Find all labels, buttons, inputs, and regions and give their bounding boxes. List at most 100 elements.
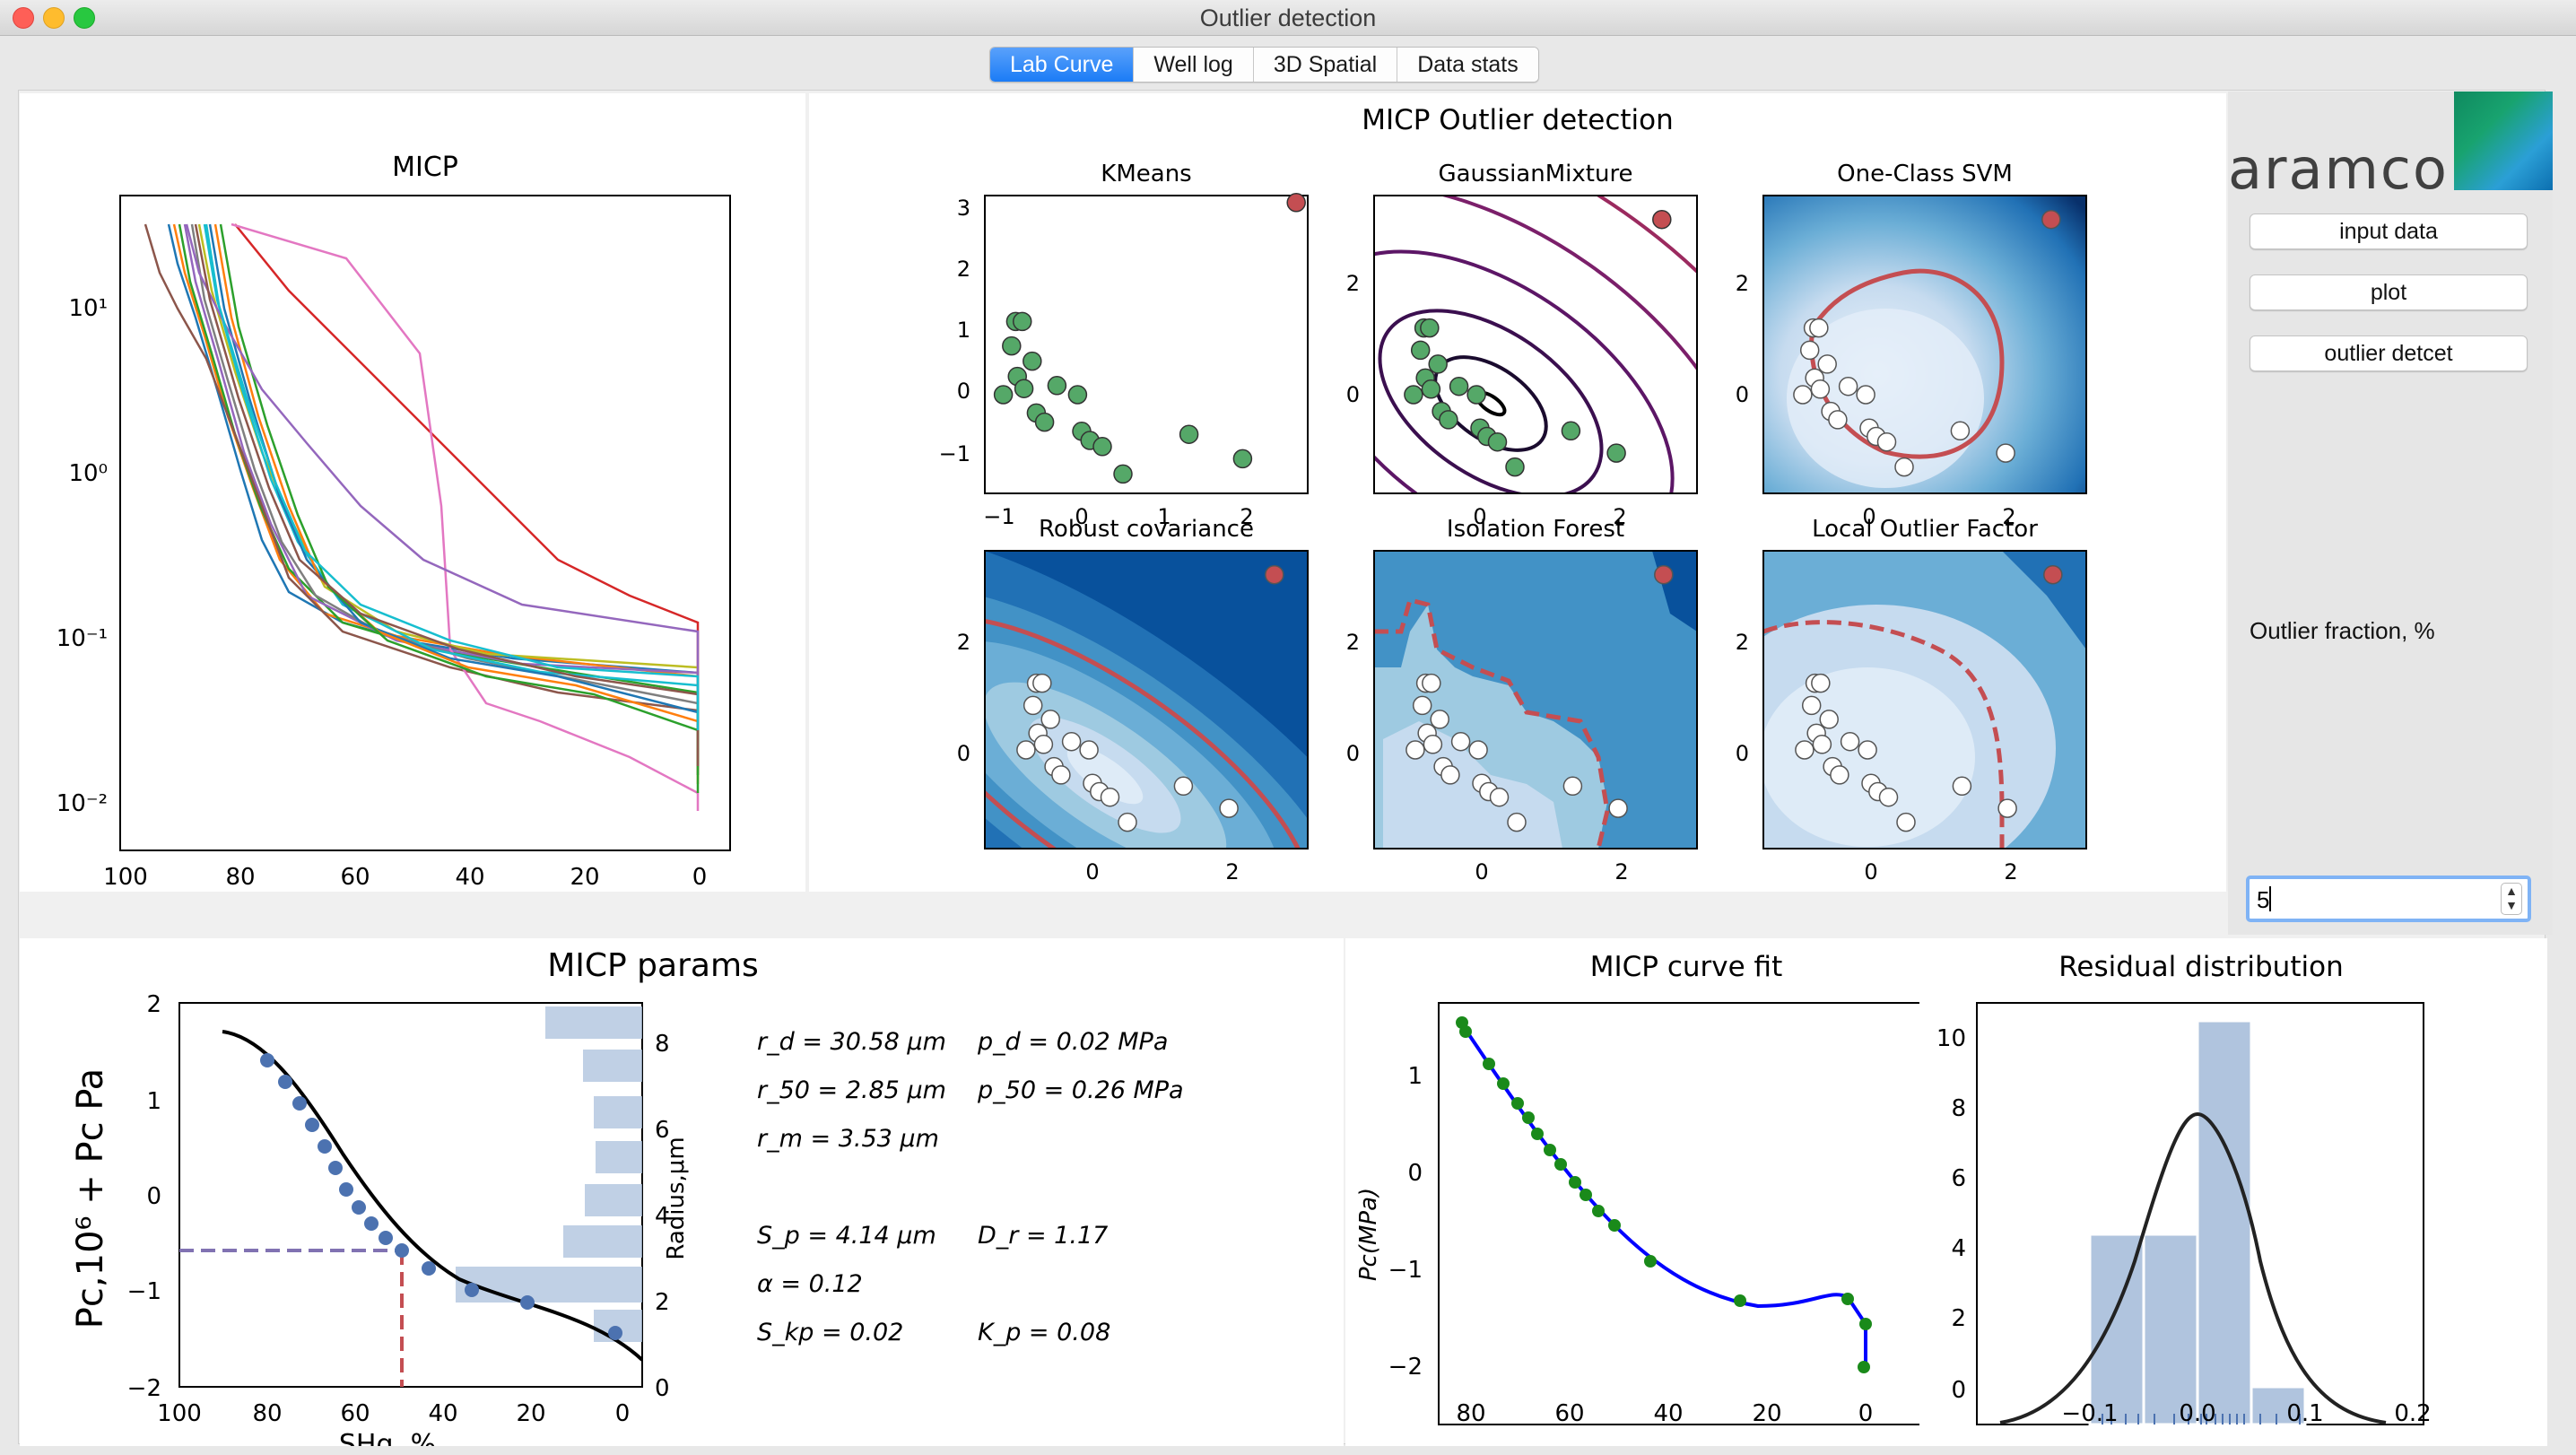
tab-data-stats[interactable]: Data stats <box>1397 48 1538 82</box>
inlier-point <box>1404 385 1423 405</box>
inlier-point <box>1997 798 2017 818</box>
fit-x-axis: 80 60 40 20 0 <box>1456 1400 1873 1427</box>
inlier-point <box>1799 340 1820 361</box>
kmeans-y-tick: 1 <box>957 318 970 343</box>
params-x-axis: 100 80 60 40 20 0 <box>157 1400 630 1427</box>
micp-curve <box>231 222 700 811</box>
kmeans-x-tick: 2 <box>1240 504 1253 529</box>
robust-y-tick: 2 <box>957 630 970 655</box>
lof-x-tick: 0 <box>1864 859 1877 884</box>
outlier-detect-button[interactable]: outlier detcet <box>2250 335 2528 371</box>
inlier-point <box>1950 421 1971 441</box>
outlier-point <box>1654 564 1674 585</box>
inlier-point <box>1113 464 1133 484</box>
inlier-point <box>1067 385 1088 405</box>
inlier-point <box>1996 443 2015 463</box>
inlier-point <box>1002 335 1022 356</box>
inlier-point <box>1232 449 1253 469</box>
iforest-x-tick: 0 <box>1475 859 1488 884</box>
inlier-point <box>1840 731 1860 752</box>
maximize-window-button[interactable] <box>74 7 95 29</box>
fit-point <box>1569 1176 1581 1189</box>
micp-x-tick: 20 <box>570 864 599 891</box>
radius-bar <box>545 1006 642 1039</box>
inlier-point <box>1422 673 1441 693</box>
param-alpha: α = 0.12 <box>757 1270 863 1298</box>
micp-figure: MICP 10¹ 10⁰ 10⁻¹ 10⁻² 100 80 60 40 20 0 <box>20 93 805 892</box>
outlier-fraction-value[interactable]: 5 <box>2257 886 2270 913</box>
params-axes <box>178 1002 643 1388</box>
inlier-point <box>1430 710 1449 729</box>
radius-bar <box>596 1141 642 1173</box>
lof-x-tick: 2 <box>2004 859 2017 884</box>
residual-x-axis: −0.1 0.0 0.1 0.2 <box>2061 1400 2431 1427</box>
inlier-point <box>1051 765 1071 785</box>
fit-point <box>1554 1158 1567 1171</box>
iforest-points <box>1405 564 1674 832</box>
params-point <box>422 1261 436 1276</box>
kde-curve <box>1999 1111 2387 1425</box>
outlier-fraction-label: Outlier fraction, % <box>2250 617 2435 644</box>
params-x-tick: 20 <box>516 1400 545 1427</box>
input-data-button[interactable]: input data <box>2250 213 2528 249</box>
inlier-point <box>1118 812 1137 832</box>
params-y-tick: −1 <box>127 1278 161 1305</box>
inlier-point <box>1173 776 1194 797</box>
aramco-logo-text: aramco <box>2228 136 2449 202</box>
micp-curves <box>144 222 700 811</box>
params-point <box>260 1053 274 1067</box>
close-window-button[interactable] <box>13 7 34 29</box>
fit-x-tick: 40 <box>1653 1400 1683 1427</box>
residual-y-tick: 8 <box>1951 1095 1966 1122</box>
param-skp: S_kp = 0.02 <box>757 1319 903 1346</box>
micp-x-tick: 40 <box>455 864 484 891</box>
inlier-point <box>1562 776 1583 797</box>
iforest-y-tick: 2 <box>1346 630 1360 655</box>
ocsvm-title: One-Class SVM <box>1837 161 2013 187</box>
micp-y-axis: 10¹ 10⁰ 10⁻¹ 10⁻² <box>57 295 108 817</box>
outlier-fraction-spinbox[interactable]: 5 ▲ ▼ <box>2246 876 2531 922</box>
micp-params-figure: MICP params 2 1 0 −1 −2 8 6 4 2 0 100 80… <box>20 938 1344 1446</box>
inlier-point <box>1079 740 1099 760</box>
inlier-point <box>1828 410 1848 430</box>
fit-point <box>1734 1294 1746 1307</box>
micp-curve <box>219 223 700 793</box>
minimize-window-button[interactable] <box>43 7 65 29</box>
residual-histogram <box>2088 1019 2307 1426</box>
tab-bar: Lab Curve Well log 3D Spatial Data stats <box>989 47 1539 83</box>
fit-point <box>1459 1025 1472 1038</box>
params-text-right: p_d = 0.02 MPa p_50 = 0.26 MPa D_r = 1.1… <box>977 1028 1184 1346</box>
tab-well-log[interactable]: Well log <box>1134 48 1254 82</box>
inlier-point <box>1505 457 1525 477</box>
tab-lab-curve[interactable]: Lab Curve <box>990 48 1135 82</box>
robust-x-tick: 2 <box>1225 859 1239 884</box>
residual-y-tick: 4 <box>1951 1235 1966 1262</box>
stepper-arrows-icon[interactable]: ▲ ▼ <box>2501 883 2522 915</box>
fit-curve <box>222 1030 642 1362</box>
iforest-plot: 2 0 0 2 <box>1346 550 1698 884</box>
inlier-point <box>1034 412 1055 432</box>
inlier-point <box>1819 710 1839 729</box>
micp-y-tick: 10⁻¹ <box>57 625 108 652</box>
curve-fit-title: MICP curve fit <box>1590 951 1782 983</box>
inlier-point <box>1023 351 1042 371</box>
fit-point <box>1580 1189 1592 1201</box>
inlier-point <box>1876 431 1897 452</box>
params-x-tick: 40 <box>428 1400 457 1427</box>
params-point <box>520 1295 535 1310</box>
micp-y-tick: 10¹ <box>68 295 108 322</box>
svm-points <box>1793 209 2061 477</box>
inlier-point <box>1013 311 1032 332</box>
lof-points <box>1795 564 2063 832</box>
tab-3d-spatial[interactable]: 3D Spatial <box>1253 48 1398 82</box>
fit-y-tick: −2 <box>1388 1354 1423 1381</box>
kmeans-plot: 3 2 1 0 −1 −1 0 1 2 <box>939 193 1309 529</box>
inlier-point <box>1466 385 1486 405</box>
plot-button[interactable]: plot <box>2250 274 2528 310</box>
gmm-x-tick: 2 <box>1613 504 1626 529</box>
param-kp: K_p = 0.08 <box>978 1319 1110 1346</box>
ocsvm-y-tick: 2 <box>1736 271 1749 296</box>
inlier-point <box>1507 812 1527 832</box>
params-y-label: Pc,10⁶ + Pc Pa <box>70 1068 111 1329</box>
inlier-point <box>1412 695 1432 716</box>
